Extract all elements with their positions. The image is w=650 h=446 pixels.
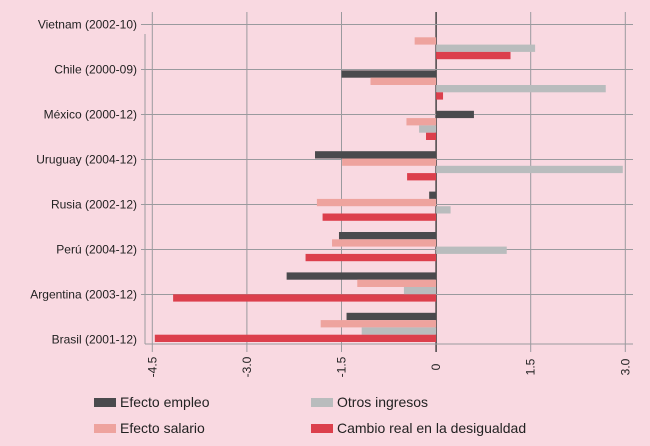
bar-otros-ingresos [436, 165, 623, 174]
legend-swatch [311, 424, 333, 433]
bar-efecto-empleo [436, 110, 474, 119]
category-label: Brasil (2001-12) [52, 333, 137, 347]
bar-efecto-empleo [346, 312, 437, 321]
bars [154, 37, 623, 342]
category-label: Rusia (2002-12) [51, 198, 137, 212]
category-label: Uruguay (2004-12) [36, 153, 137, 167]
bar-efecto-salario [414, 37, 437, 45]
bar-otros-ingresos [436, 246, 507, 254]
bar-efecto-salario [406, 118, 437, 126]
legend-label: Efecto salario [120, 420, 205, 436]
bar-cambio-real-en-la-desigualdad [173, 294, 437, 302]
bar-efecto-salario [357, 279, 437, 287]
x-tick-label: -3.0 [240, 356, 254, 377]
bar-otros-ingresos [403, 287, 437, 295]
category-labels: Vietnam (2002-10) Chile (2000-09) México (… [30, 18, 137, 347]
category-label: Argentina (2003-12) [30, 288, 137, 302]
x-tick-label: 3.0 [618, 358, 632, 375]
bar-cambio-real-en-la-desigualdad [407, 173, 437, 181]
legend: Efecto empleo Efecto salario Otros ingreso… [94, 394, 526, 436]
legend-label: Otros ingresos [337, 394, 428, 410]
bar-efecto-salario [316, 198, 437, 207]
bar-cambio-real-en-la-desigualdad [436, 51, 511, 60]
bar-efecto-empleo [315, 151, 437, 159]
x-tick-label: -1.5 [335, 356, 349, 377]
legend-swatch [94, 398, 116, 407]
bar-otros-ingresos [436, 206, 451, 214]
bar-efecto-salario [342, 158, 437, 166]
bar-efecto-empleo [429, 191, 437, 199]
bar-cambio-real-en-la-desigualdad [305, 253, 437, 262]
bar-cambio-real-en-la-desigualdad [436, 92, 444, 100]
bar-efecto-salario [332, 239, 437, 247]
legend-swatch [311, 398, 333, 407]
bar-efecto-empleo [286, 272, 437, 280]
bar-efecto-salario [320, 320, 437, 328]
legend-label: Efecto empleo [120, 394, 210, 410]
bar-cambio-real-en-la-desigualdad [154, 334, 437, 342]
legend-label: Cambio real en la desigualdad [337, 420, 526, 436]
bar-otros-ingresos [419, 125, 437, 133]
x-tick-label: -4.5 [145, 356, 159, 377]
category-label: Chile (2000-09) [54, 63, 137, 77]
bar-efecto-empleo [341, 70, 437, 78]
bar-efecto-empleo [338, 232, 437, 240]
category-label: México (2000-12) [44, 108, 137, 122]
bar-efecto-salario [370, 77, 437, 85]
bar-cambio-real-en-la-desigualdad [322, 213, 437, 221]
category-label: Vietnam (2002-10) [38, 18, 137, 32]
x-axis-ticks: -4.5 -3.0 -1.5 0 1.5 3.0 [145, 356, 632, 377]
x-tick-label: 0 [429, 363, 443, 370]
bar-cambio-real-en-la-desigualdad [426, 132, 437, 140]
legend-swatch [94, 424, 116, 433]
bar-otros-ingresos [436, 44, 536, 52]
category-label: Perú (2004-12) [56, 243, 137, 257]
bar-otros-ingresos [436, 85, 606, 93]
x-tick-label: 1.5 [524, 358, 538, 375]
bar-otros-ingresos [361, 327, 437, 335]
